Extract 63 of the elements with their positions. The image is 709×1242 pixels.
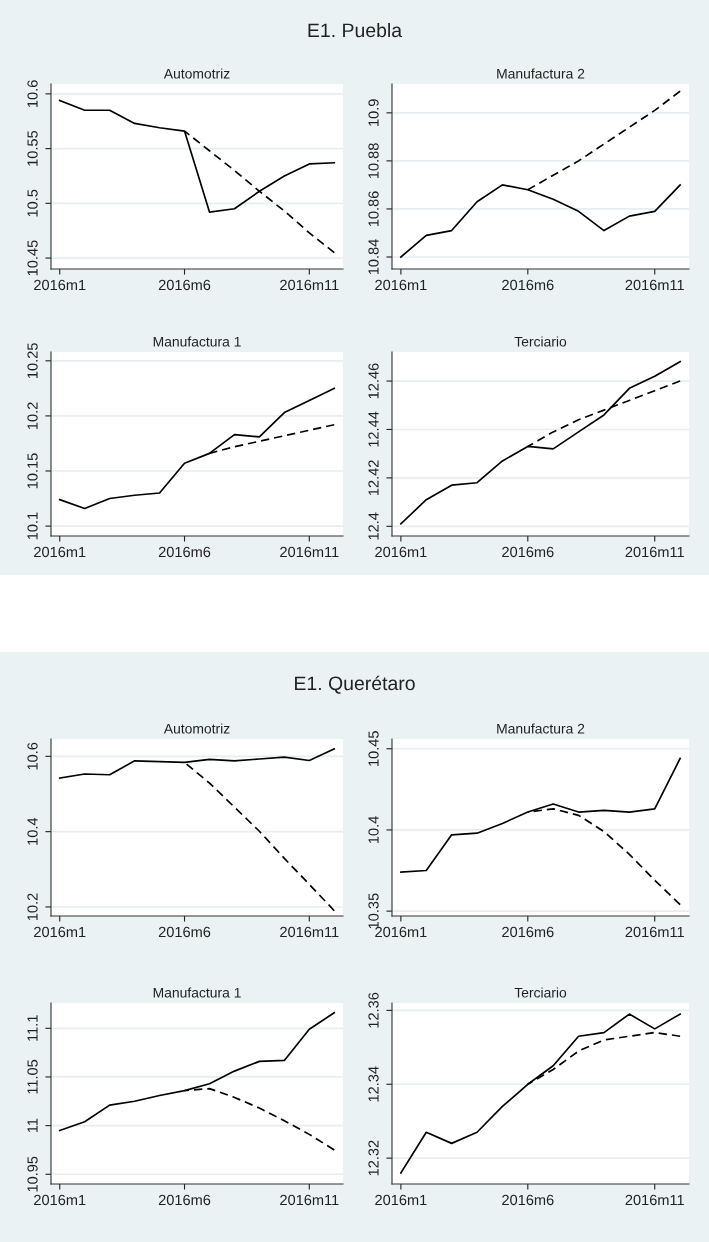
y-tick-label: 10.86 (368, 191, 379, 227)
y-tick-label: 12.34 (368, 1066, 379, 1102)
y-tick-label: 12.32 (368, 1140, 379, 1176)
y-tick-label: 10.6 (27, 742, 38, 770)
chart-title: Automotriz (163, 68, 230, 79)
y-tick-label: 12.4 (368, 512, 379, 540)
chart-title: Manufactura 2 (497, 723, 585, 734)
x-tick-label: 2016m6 (502, 1194, 554, 1206)
y-tick-label: 12.46 (368, 363, 379, 399)
x-tick-label: 2016m6 (502, 926, 554, 938)
x-tick-label: 2016m11 (625, 279, 684, 291)
chart-title: Manufactura 1 (153, 987, 241, 998)
y-tick-label: 10.2 (27, 893, 38, 921)
y-tick-label: 12.44 (368, 411, 379, 447)
y-tick-label: 10.45 (368, 731, 379, 766)
x-tick-label: 2016m11 (280, 546, 339, 558)
x-tick-label: 2016m1 (34, 546, 86, 558)
chart-title: Manufactura 1 (153, 336, 241, 347)
y-tick-label: 10.9 (368, 99, 379, 126)
text: E1. Querétaro (295, 675, 415, 694)
x-tick-label: 2016m1 (375, 1194, 427, 1206)
x-tick-label: 2016m1 (375, 926, 427, 938)
text: E1. Puebla (308, 22, 403, 38)
x-tick-label: 2016m6 (158, 1194, 211, 1206)
y-tick-label: 10.4 (27, 817, 38, 845)
x-tick-label: 2016m1 (34, 279, 86, 291)
x-tick-label: 2016m11 (625, 926, 684, 938)
y-tick-label: 11.05 (27, 1059, 38, 1094)
y-tick-label: 10.88 (368, 143, 379, 179)
x-tick-label: 2016m6 (502, 279, 554, 291)
x-tick-label: 2016m11 (625, 1194, 684, 1206)
chart-title: Terciario (514, 987, 567, 998)
chart-title: Terciario (514, 336, 567, 347)
y-tick-label: 10.15 (27, 453, 38, 489)
x-tick-label: 2016m1 (375, 279, 427, 291)
x-tick-label: 2016m11 (280, 1194, 339, 1206)
y-tick-label: 11.1 (27, 1015, 38, 1041)
y-tick-label: 11 (27, 1118, 38, 1133)
x-tick-label: 2016m1 (34, 926, 86, 938)
y-tick-label: 10.35 (368, 893, 379, 929)
x-tick-label: 2016m11 (625, 546, 684, 558)
x-tick-label: 2016m11 (280, 279, 339, 291)
x-tick-label: 2016m1 (375, 546, 427, 558)
y-tick-label: 10.84 (368, 239, 379, 275)
y-tick-label: 10.4 (368, 816, 379, 844)
y-tick-label: 10.95 (27, 1156, 38, 1192)
y-tick-label: 10.5 (27, 189, 38, 217)
x-tick-label: 2016m6 (502, 546, 554, 558)
x-tick-label: 2016m1 (34, 1194, 86, 1206)
y-tick-label: 10.25 (27, 343, 38, 378)
y-tick-label: 12.42 (368, 460, 379, 496)
y-tick-label: 10.6 (27, 80, 38, 107)
chart-title: Manufactura 2 (497, 68, 585, 79)
x-tick-label: 2016m6 (158, 279, 211, 291)
x-tick-label: 2016m6 (158, 546, 211, 558)
y-tick-label: 12.36 (368, 992, 379, 1028)
y-tick-label: 10.55 (27, 130, 38, 166)
chart-title: Automotriz (163, 723, 230, 734)
x-tick-label: 2016m11 (280, 926, 339, 938)
x-tick-label: 2016m6 (158, 926, 211, 938)
y-tick-label: 10.45 (27, 240, 38, 276)
y-tick-label: 10.2 (27, 402, 38, 429)
y-tick-label: 10.1 (27, 512, 38, 540)
